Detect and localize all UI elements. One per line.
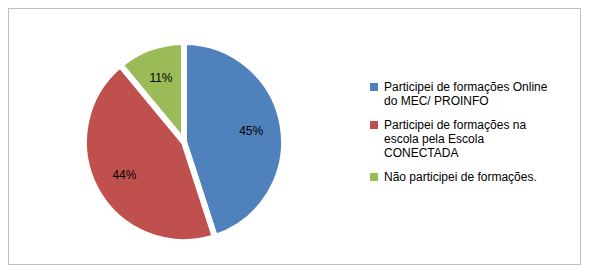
html-text:Participei de formações Online: Participei de formações Online do MEC/ P…	[384, 79, 548, 108]
svg-text:45%: 45%	[239, 124, 263, 138]
svg-text:44%: 44%	[112, 168, 136, 182]
svg-text:11%: 11%	[149, 71, 172, 85]
html-text:Participei de formações na esc: Participei de formações na escola pela E…	[384, 117, 527, 160]
html-text:Não participei de formações.: Não participei de formações.	[384, 169, 537, 184]
